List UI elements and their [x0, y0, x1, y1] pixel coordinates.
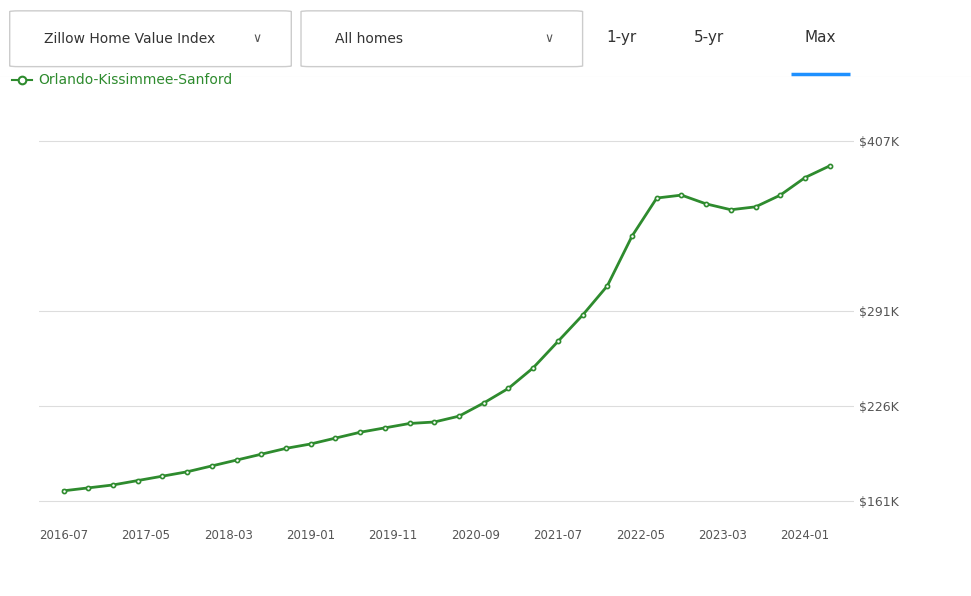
- Text: Zillow Home Value Index: Zillow Home Value Index: [44, 32, 215, 46]
- Text: 5-yr: 5-yr: [693, 30, 724, 45]
- Text: All homes: All homes: [335, 32, 403, 46]
- Text: 1-yr: 1-yr: [606, 30, 637, 45]
- Text: Orlando-Kissimmee-Sanford: Orlando-Kissimmee-Sanford: [38, 73, 232, 88]
- FancyBboxPatch shape: [10, 11, 291, 67]
- FancyBboxPatch shape: [301, 11, 583, 67]
- Text: ∨: ∨: [544, 32, 553, 45]
- Text: ∨: ∨: [252, 32, 262, 45]
- Text: Max: Max: [805, 30, 836, 45]
